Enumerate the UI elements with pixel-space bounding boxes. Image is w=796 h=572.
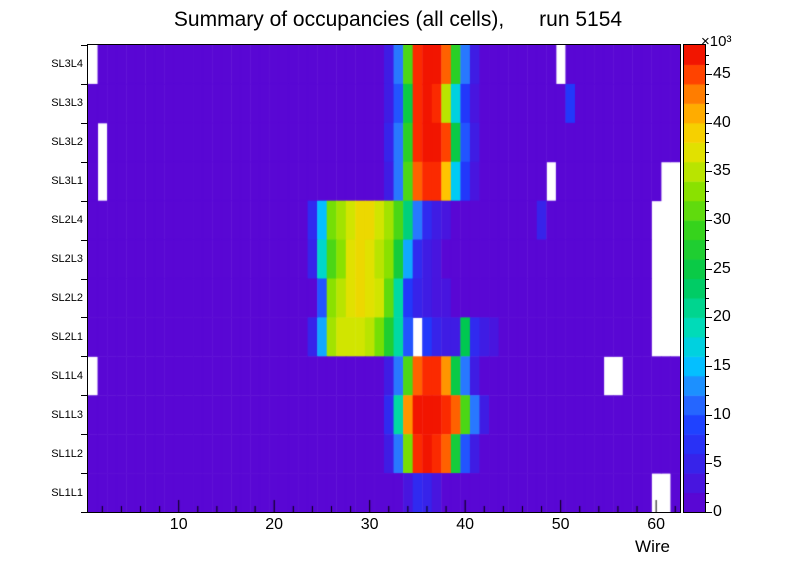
colorbar-minor-tick [706,54,709,56]
y-axis-label: SL1L3 [51,408,83,421]
y-axis-label: SL2L1 [51,330,83,343]
y-axis-tick [81,161,87,163]
colorbar-minor-tick [706,93,709,95]
x-axis-tick-label: 10 [169,516,188,533]
colorbar-tick-label: 25 [713,259,731,277]
colorbar-minor-tick [706,64,709,66]
y-axis-tick [81,395,87,397]
colorbar-tick-label: 20 [713,308,731,326]
x-axis-tick-label: 20 [265,516,284,533]
plot-area [87,44,681,513]
colorbar-tick-label: 15 [713,357,731,375]
y-axis-label: SL2L2 [51,291,83,304]
colorbar-minor-tick [706,249,709,251]
colorbar-minor-tick [706,395,709,397]
y-axis-label: SL1L2 [51,447,83,460]
colorbar-tick [706,74,712,76]
colorbar-tick-label: 0 [713,503,722,520]
colorbar-minor-tick [706,327,709,329]
colorbar-minor-tick [706,385,709,387]
colorbar-minor-tick [706,239,709,241]
colorbar-tick-label: 45 [713,65,731,83]
colorbar-minor-tick [706,103,709,105]
y-axis-label: SL3L1 [51,175,83,188]
x-axis-tick-label: 50 [551,516,570,533]
y-axis-label: SL3L3 [51,97,83,110]
colorbar-tick [706,512,712,513]
colorbar-minor-tick [706,346,709,348]
y-axis-tick [81,278,87,280]
colorbar-minor-tick [706,113,709,115]
y-axis-label: SL1L1 [51,486,83,499]
y-axis-tick [81,512,87,513]
colorbar-minor-tick [706,210,709,212]
colorbar-canvas [684,45,705,512]
colorbar-minor-tick [706,482,709,484]
y-axis-tick [81,83,87,85]
colorbar-tick [706,171,712,173]
colorbar-minor-tick [706,336,709,338]
colorbar-minor-tick [706,502,709,504]
y-axis-tick [81,200,87,202]
colorbar-tick [706,220,712,222]
colorbar-tick-label: 40 [713,113,731,131]
colorbar-tick [706,122,712,124]
heatmap-canvas [88,45,680,512]
colorbar-tick [706,317,712,319]
colorbar-tick-label: 10 [713,405,731,423]
colorbar-minor-tick [706,424,709,426]
colorbar-tick [706,268,712,270]
colorbar-minor-tick [706,152,709,154]
y-axis-label: SL2L3 [51,253,83,266]
colorbar-minor-tick [706,307,709,309]
y-axis-tick [81,239,87,241]
x-axis-tick-label: 30 [360,516,379,533]
x-axis-tick-label: 60 [647,516,666,533]
colorbar-minor-tick [706,375,709,377]
chart-title: Summary of occupancies (all cells), run … [173,8,623,31]
colorbar-minor-tick [706,288,709,290]
colorbar-tick-label: 35 [713,162,731,180]
y-axis-tick [81,317,87,319]
colorbar-minor-tick [706,434,709,436]
y-axis-tick [81,473,87,475]
y-axis-label: SL3L2 [51,136,83,149]
colorbar-multiplier: ×10³ [701,33,732,50]
colorbar-minor-tick [706,259,709,261]
colorbar-minor-tick [706,200,709,202]
colorbar-tick [706,463,712,465]
colorbar-minor-tick [706,404,709,406]
colorbar-minor-tick [706,161,709,163]
colorbar-minor-tick [706,132,709,134]
colorbar-minor-tick [706,297,709,299]
colorbar [683,44,706,513]
colorbar-tick [706,366,712,368]
colorbar-minor-tick [706,453,709,455]
x-axis-title: Wire [635,537,670,556]
x-axis-tick-label: 40 [456,516,475,533]
colorbar-tick [706,414,712,416]
colorbar-minor-tick [706,190,709,192]
y-axis-tick [81,434,87,436]
colorbar-minor-tick [706,356,709,358]
y-axis-label: SL1L4 [51,369,83,382]
colorbar-minor-tick [706,492,709,494]
colorbar-minor-tick [706,443,709,445]
y-axis-tick [81,122,87,124]
colorbar-minor-tick [706,181,709,183]
colorbar-minor-tick [706,142,709,144]
colorbar-minor-tick [706,229,709,231]
y-axis-label: SL2L4 [51,214,83,227]
colorbar-tick-label: 5 [713,454,722,472]
colorbar-minor-tick [706,473,709,475]
y-axis-label: SL3L4 [51,58,83,71]
colorbar-minor-tick [706,278,709,280]
y-axis-tick [81,45,87,46]
colorbar-tick-label: 30 [713,211,731,229]
y-axis-tick [81,356,87,358]
colorbar-minor-tick [706,83,709,85]
